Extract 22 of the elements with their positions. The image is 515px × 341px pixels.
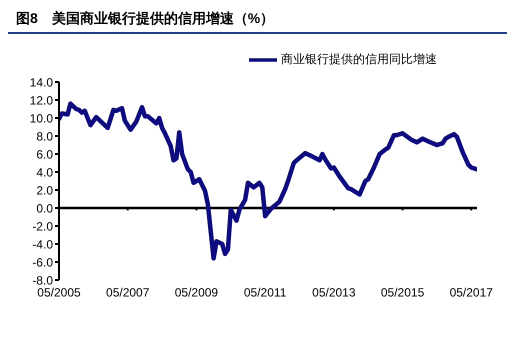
x-tick-label: 05/2005	[37, 286, 82, 300]
x-tick-label: 05/2011	[244, 286, 287, 300]
y-tick-label: 8.0	[36, 129, 54, 144]
y-tick-label: 4.0	[36, 165, 54, 180]
x-tick-label: 05/2007	[106, 286, 150, 300]
x-tick-label: 05/2015	[380, 286, 425, 300]
x-tick-label: 05/2017	[450, 286, 494, 300]
y-tick-label: 2.0	[36, 183, 54, 198]
x-tick-label: 05/2009	[174, 286, 218, 300]
y-tick-label: 0.0	[36, 201, 54, 216]
line-series	[59, 101, 477, 261]
y-tick-label: 10.0	[30, 111, 54, 126]
legend-label: 商业银行提供的信用同比增速	[281, 52, 437, 66]
y-tick-label: -4.0	[32, 237, 54, 252]
y-tick-label: 6.0	[36, 147, 54, 162]
x-tick-label: 05/2013	[312, 286, 356, 300]
y-tick-label: 14.0	[30, 75, 54, 90]
y-tick-label: -8.0	[32, 273, 54, 288]
y-tick-label: -2.0	[32, 219, 54, 234]
y-tick-label: 12.0	[30, 93, 54, 108]
chart-title: 图8 美国商业银行提供的信用增速（%）	[8, 8, 507, 34]
y-tick-label: -6.0	[32, 255, 54, 270]
